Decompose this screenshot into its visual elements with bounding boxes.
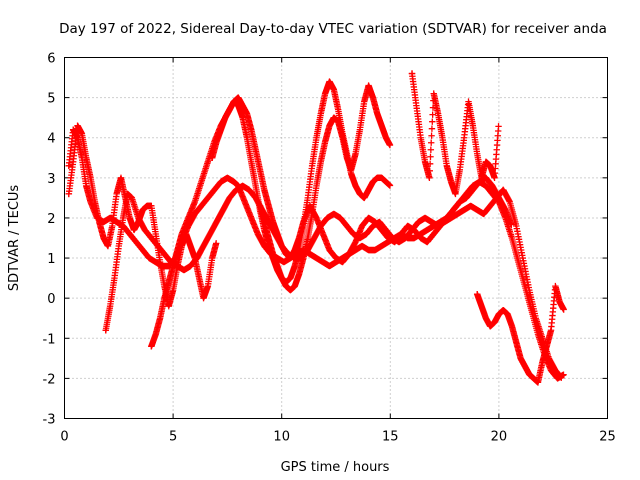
x-tick-label: 5 xyxy=(169,430,177,445)
data-point xyxy=(426,160,434,167)
data-point xyxy=(428,125,436,132)
y-tick-label: -2 xyxy=(43,372,56,387)
x-tick-labels: 0 5 10 15 20 25 xyxy=(60,430,615,445)
y-tick-label: 3 xyxy=(47,172,55,187)
chart-title: Day 197 of 2022, Sidereal Day-to-day VTE… xyxy=(59,21,607,37)
data-point xyxy=(429,111,436,118)
y-tick-labels: -3 -2 -1 0 1 2 3 4 5 6 xyxy=(43,52,56,428)
data-point xyxy=(428,139,435,146)
x-tick-label: 0 xyxy=(60,430,68,445)
series-trace-2 xyxy=(102,182,565,381)
data-point xyxy=(386,182,394,189)
series-trace-5 xyxy=(208,78,394,286)
series-trace-7 xyxy=(473,282,567,386)
plot-frame xyxy=(64,57,608,419)
data-point xyxy=(426,174,433,182)
data-point xyxy=(426,167,433,175)
data-point xyxy=(212,240,220,247)
data-point xyxy=(560,371,567,378)
data-point xyxy=(429,104,437,111)
y-tick-label: 0 xyxy=(47,292,55,307)
series-trace-3 xyxy=(148,94,567,382)
data-point xyxy=(429,118,436,125)
y-tick-label: 1 xyxy=(47,252,55,267)
y-tick-label: 6 xyxy=(47,52,55,67)
y-tick-label: 5 xyxy=(47,92,55,107)
data-point xyxy=(427,153,434,160)
data-point xyxy=(560,306,567,313)
y-tick-label: -3 xyxy=(43,413,56,428)
x-axis-label: GPS time / hours xyxy=(281,460,390,475)
series-trace-8 xyxy=(65,122,220,310)
x-tick-label: 25 xyxy=(599,430,616,445)
data-point xyxy=(495,123,502,130)
x-tick-label: 10 xyxy=(273,430,290,445)
series-trace-6 xyxy=(408,70,502,198)
data-point xyxy=(428,132,435,139)
data-point xyxy=(427,146,435,153)
x-tick-label: 15 xyxy=(382,430,399,445)
data-point xyxy=(386,141,394,149)
y-axis-label: SDTVAR / TECUs xyxy=(7,185,22,292)
y-tick-label: -1 xyxy=(43,332,56,347)
y-tick-label: 2 xyxy=(47,212,55,227)
data-series xyxy=(65,70,567,386)
y-tick-label: 4 xyxy=(47,132,55,147)
x-tick-label: 20 xyxy=(491,430,508,445)
